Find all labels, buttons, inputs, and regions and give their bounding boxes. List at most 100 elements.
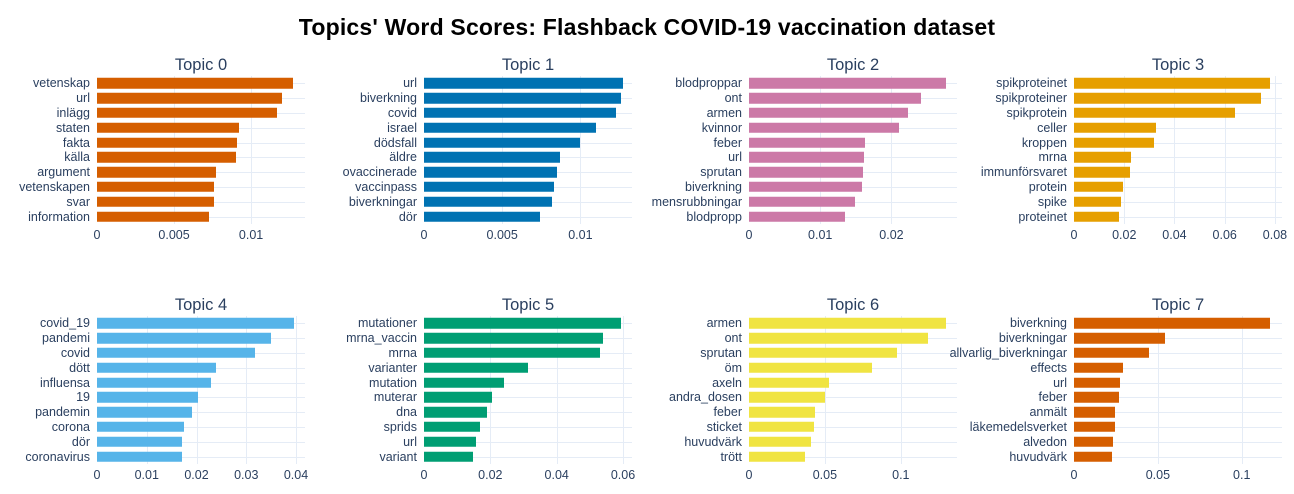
category-label-cell: immunförsvaret xyxy=(977,165,1074,180)
x-tick-label: 0.1 xyxy=(892,468,910,482)
gridline-horizontal xyxy=(1074,338,1282,340)
category-label-cell: blodpropp xyxy=(652,209,749,224)
category-label-cell: effects xyxy=(977,360,1074,375)
x-axis: 0 0.005 0.01 xyxy=(421,224,632,243)
category-label-cell: anmält xyxy=(977,405,1074,420)
bar-row: kroppen xyxy=(977,135,1282,150)
bar xyxy=(749,181,862,193)
category-label: biverkning xyxy=(685,179,742,194)
category-label: protein xyxy=(1028,179,1067,194)
bar-row: covid xyxy=(0,346,305,361)
bar-row: dött xyxy=(0,360,305,375)
gridline-horizontal xyxy=(1074,172,1282,174)
subplot-topic-4: Topic 4 covid_19 pandemi covid dött influensa… xyxy=(0,295,330,483)
bar xyxy=(97,318,294,329)
category-label-cell: covid xyxy=(0,346,97,361)
bar xyxy=(749,107,908,119)
bar xyxy=(1074,451,1113,462)
x-tick-label: 0.04 xyxy=(544,468,569,482)
category-label: sprids xyxy=(383,419,417,434)
bar xyxy=(97,406,192,418)
category-label-cell: spike xyxy=(977,194,1074,209)
category-label-cell: sticket xyxy=(652,420,749,435)
figure-title: Topics' Word Scores: Flashback COVID-19 … xyxy=(298,14,996,40)
gridline-horizontal xyxy=(424,456,632,458)
bar-track xyxy=(97,390,305,405)
gridline-horizontal xyxy=(749,456,957,458)
x-axis: 0 0.005 0.01 xyxy=(94,224,305,243)
category-label-cell: influensa xyxy=(0,375,97,390)
category-label: 19 xyxy=(76,390,90,405)
bar-track xyxy=(97,449,305,464)
bar-track xyxy=(1074,346,1282,361)
bar xyxy=(1074,318,1270,329)
bar xyxy=(424,152,561,163)
gridline-horizontal xyxy=(1074,397,1282,399)
bar-row: armen xyxy=(652,316,957,331)
category-label: blodpropp xyxy=(686,209,742,224)
bar-track xyxy=(749,150,957,165)
category-label-cell: fakta xyxy=(0,135,97,150)
bar xyxy=(424,107,617,119)
bar xyxy=(1074,92,1261,104)
gridline-horizontal xyxy=(749,216,957,218)
bar-row: spikproteinet xyxy=(977,76,1282,91)
gridline-vertical xyxy=(820,76,822,224)
gridline-horizontal xyxy=(749,382,957,384)
bar xyxy=(424,421,481,433)
bar xyxy=(1074,392,1120,403)
category-label-cell: ovaccinerade xyxy=(327,165,424,180)
bar-row: armen xyxy=(652,106,957,121)
plot-area: url biverkning covid israel dödsfall äldre ova… xyxy=(327,76,632,224)
x-tick-label: 0.01 xyxy=(238,228,264,242)
gridline-horizontal xyxy=(1074,216,1282,218)
bar-track xyxy=(424,346,632,361)
bar-track xyxy=(1074,420,1282,435)
bar-track xyxy=(97,180,305,195)
category-label-cell: dör xyxy=(327,209,424,224)
category-label-cell: spikprotein xyxy=(977,106,1074,121)
bar-row: mrna xyxy=(977,150,1282,165)
x-axis: 0 0.05 0.1 xyxy=(746,464,957,483)
x-tick-label: 0.02 xyxy=(184,468,209,482)
category-label-cell: inlägg xyxy=(0,106,97,121)
bar-row: varianter xyxy=(327,360,632,375)
bar xyxy=(749,196,856,208)
bar-track xyxy=(97,120,305,135)
category-label-cell: url xyxy=(327,76,424,91)
category-label-cell: biverkning xyxy=(977,316,1074,331)
bar-track xyxy=(424,91,632,106)
vertical-gridlines xyxy=(97,76,305,224)
bar-row: protein xyxy=(977,180,1282,195)
bar-track xyxy=(97,316,305,331)
bar-track xyxy=(1074,360,1282,375)
bar-row: spikproteiner xyxy=(977,91,1282,106)
category-label-cell: vetenskap xyxy=(0,76,97,91)
subplot-title: Topic 6 xyxy=(826,296,880,314)
bar-rows: url biverkning covid israel dödsfall äldre ova… xyxy=(327,76,632,224)
bar-track xyxy=(424,135,632,150)
category-label: url xyxy=(403,76,417,91)
category-label-cell: källa xyxy=(0,150,97,165)
gridline-vertical xyxy=(1224,76,1226,224)
gridline-horizontal xyxy=(97,441,305,443)
subplot-title: Topic 3 xyxy=(1151,56,1205,74)
bar-track xyxy=(749,76,957,91)
bar xyxy=(749,137,866,148)
category-label: ovaccinerade xyxy=(342,165,417,180)
bar xyxy=(97,122,239,134)
bar-rows: spikproteinet spikproteiner spikprotein cel… xyxy=(977,76,1282,224)
x-axis: 0 0.02 0.04 0.06 0.08 xyxy=(1071,224,1288,243)
category-label: dött xyxy=(69,360,90,375)
category-label: feber xyxy=(713,405,743,420)
category-label: vetenskapen xyxy=(19,179,90,194)
gridline-vertical xyxy=(502,76,504,224)
gridline-horizontal xyxy=(97,412,305,414)
bar-track xyxy=(97,420,305,435)
bar-row: israel xyxy=(327,120,632,135)
category-label-cell: vaccinpass xyxy=(327,180,424,195)
bar-row: influensa xyxy=(0,375,305,390)
category-label: sticket xyxy=(706,419,742,434)
bar-row: effects xyxy=(977,360,1282,375)
